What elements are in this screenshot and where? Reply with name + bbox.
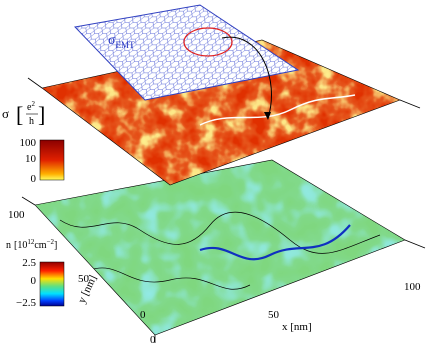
unit-e: e <box>27 102 32 113</box>
unit-cm-power: −2 <box>47 238 55 246</box>
cb-tick: 2.5 <box>22 257 36 269</box>
x-tick: 0 <box>150 334 156 343</box>
inset-subscript: EMT <box>116 40 136 50</box>
x-tick: 100 <box>404 281 421 293</box>
axis-arrow <box>27 77 43 89</box>
unit-power: 12 <box>27 238 35 246</box>
density-legend: n [1012cm−2] 2.5 0 −2.5 <box>6 238 65 309</box>
contours <box>59 211 381 290</box>
x-tick: 50 <box>268 309 280 321</box>
axes <box>21 77 426 343</box>
density-label: n [1012cm−2] <box>6 238 57 251</box>
inset-symbol: σ <box>108 33 116 48</box>
unit-num: e2 <box>27 100 35 113</box>
density-texture <box>35 160 405 335</box>
inset-arrow <box>221 36 272 119</box>
axis-arrow <box>21 196 36 206</box>
cb-tick: −2.5 <box>16 297 36 309</box>
colorbar-top <box>39 139 65 181</box>
cb-tick: 0 <box>31 275 37 287</box>
y-tick: 50 <box>78 273 90 285</box>
y-tick: 100 <box>8 209 25 221</box>
cb-tick: 10 <box>25 153 37 165</box>
bracket: [ <box>16 102 23 127</box>
x-axis-label: x [nm] <box>282 321 312 333</box>
highlight-ellipse <box>183 27 233 57</box>
unit-power: 2 <box>31 100 35 108</box>
axis-arrow <box>399 99 421 109</box>
colorbar-bottom <box>39 261 65 307</box>
density-map <box>34 159 406 336</box>
inset-label: σEMT <box>108 33 135 50</box>
unit-den: h <box>29 116 34 127</box>
inset-arrowhead <box>264 112 271 120</box>
conductivity-legend: σ [ e2 h ] 100 10 0 <box>2 100 65 185</box>
cb-tick: 100 <box>20 137 37 149</box>
sigma-label: σ <box>2 106 9 121</box>
percolation-path <box>199 94 356 126</box>
axis-arrow <box>404 239 426 249</box>
y-tick: 0 <box>140 309 146 321</box>
unit-cm: cm <box>34 240 46 251</box>
unit-open: [10 <box>14 240 27 251</box>
bracket: ] <box>38 102 45 127</box>
lattice-inset: σEMT <box>73 4 300 120</box>
n-symbol: n <box>6 240 11 251</box>
cb-tick: 0 <box>31 173 37 185</box>
lattice-plane <box>73 4 300 101</box>
unit-close: ] <box>54 240 57 251</box>
